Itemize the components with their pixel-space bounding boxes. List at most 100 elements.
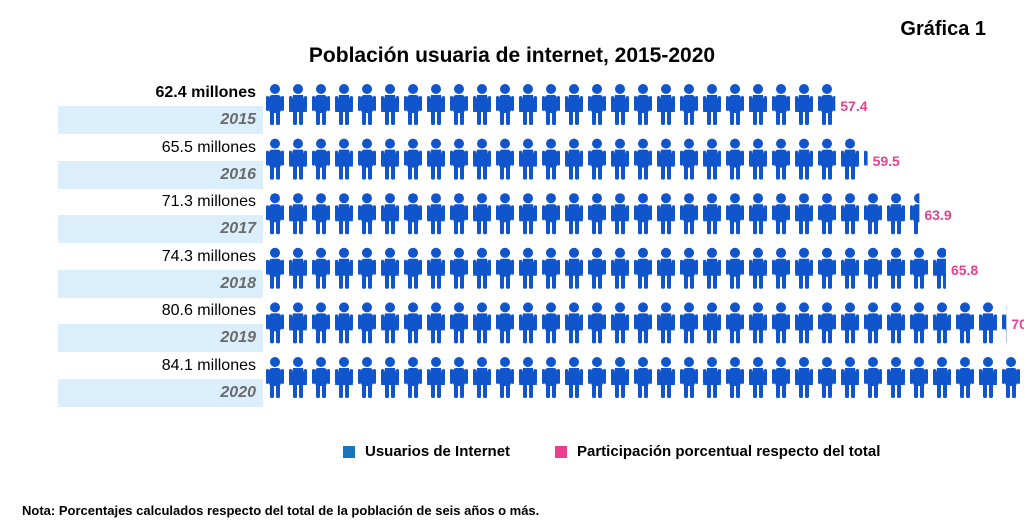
person-icon bbox=[887, 302, 905, 344]
person-icon bbox=[404, 302, 422, 344]
year-band bbox=[58, 269, 263, 298]
person-icon bbox=[680, 247, 698, 289]
year-band bbox=[58, 324, 263, 353]
person-icon bbox=[404, 138, 422, 180]
pct-label: 65.8 bbox=[950, 261, 979, 278]
person-icon bbox=[588, 247, 606, 289]
person-icon bbox=[266, 357, 284, 398]
person-icon bbox=[565, 193, 583, 235]
person-icon bbox=[726, 357, 744, 398]
person-icon bbox=[404, 84, 422, 125]
person-icon bbox=[266, 302, 284, 344]
person-icon bbox=[473, 357, 491, 398]
person-icon bbox=[266, 247, 284, 289]
person-icon bbox=[864, 193, 882, 235]
person-icon bbox=[795, 357, 813, 398]
person-icon bbox=[956, 357, 974, 398]
person-icon bbox=[266, 138, 284, 180]
legend-pct: Participación porcentual respecto del to… bbox=[555, 443, 880, 460]
person-icon bbox=[404, 247, 422, 289]
users-label: 74.3 millones bbox=[161, 247, 256, 265]
legend-users-label: Usuarios de Internet bbox=[365, 443, 511, 460]
person-icon bbox=[358, 247, 376, 289]
person-icon bbox=[910, 302, 928, 344]
person-icon bbox=[289, 357, 307, 398]
person-icon bbox=[864, 302, 882, 344]
person-icon-partial bbox=[910, 193, 920, 235]
person-icon bbox=[749, 302, 767, 344]
person-icon bbox=[519, 84, 537, 125]
person-icon bbox=[335, 302, 353, 344]
person-icon bbox=[634, 302, 652, 344]
pct-label: 63.9 bbox=[924, 207, 952, 224]
person-icon bbox=[335, 138, 353, 180]
person-icon bbox=[841, 357, 859, 398]
person-icon-partial bbox=[933, 247, 946, 289]
person-icon bbox=[749, 138, 767, 180]
person-icon bbox=[358, 302, 376, 344]
person-icon bbox=[726, 302, 744, 344]
person-icon bbox=[289, 193, 307, 235]
person-icon bbox=[979, 302, 997, 344]
person-icon bbox=[519, 302, 537, 344]
person-icon bbox=[588, 357, 606, 398]
person-icon-partial bbox=[818, 84, 836, 125]
person-icon bbox=[634, 138, 652, 180]
person-icon bbox=[680, 302, 698, 344]
person-icon bbox=[565, 247, 583, 289]
person-icon bbox=[772, 357, 790, 398]
year-band bbox=[58, 160, 263, 189]
person-icon bbox=[795, 247, 813, 289]
person-icon bbox=[542, 84, 560, 125]
person-icon bbox=[496, 302, 514, 344]
person-icon bbox=[473, 138, 491, 180]
person-icon bbox=[887, 357, 905, 398]
person-icon bbox=[358, 193, 376, 235]
person-icon bbox=[818, 138, 836, 180]
person-icon bbox=[542, 138, 560, 180]
person-icon bbox=[381, 193, 399, 235]
person-icon bbox=[841, 302, 859, 344]
person-icon bbox=[818, 247, 836, 289]
users-bar bbox=[266, 357, 1020, 398]
person-icon bbox=[841, 193, 859, 235]
person-icon bbox=[473, 84, 491, 125]
person-icon bbox=[703, 357, 721, 398]
person-icon bbox=[335, 247, 353, 289]
person-icon bbox=[450, 357, 468, 398]
users-bar bbox=[266, 302, 1007, 344]
footnote: Nota: Porcentajes calculados respecto de… bbox=[22, 503, 540, 518]
person-icon bbox=[749, 357, 767, 398]
year-label: 2019 bbox=[220, 329, 256, 347]
person-icon bbox=[795, 193, 813, 235]
person-icon bbox=[289, 84, 307, 125]
pct-label: 57.4 bbox=[840, 98, 868, 114]
person-icon bbox=[266, 84, 284, 125]
person-icon bbox=[404, 357, 422, 398]
users-label: 65.5 millones bbox=[161, 138, 256, 156]
person-icon bbox=[634, 193, 652, 235]
person-icon bbox=[381, 84, 399, 125]
person-icon bbox=[657, 193, 675, 235]
person-icon bbox=[335, 357, 353, 398]
person-icon bbox=[404, 193, 422, 235]
legend-pct-label: Participación porcentual respecto del to… bbox=[577, 443, 881, 460]
person-icon bbox=[933, 357, 951, 398]
person-icon bbox=[565, 138, 583, 180]
person-icon bbox=[657, 247, 675, 289]
year-label: 2020 bbox=[220, 384, 256, 401]
person-icon bbox=[542, 193, 560, 235]
person-icon bbox=[634, 247, 652, 289]
person-icon bbox=[496, 247, 514, 289]
year-label: 2018 bbox=[220, 274, 256, 292]
person-icon bbox=[450, 247, 468, 289]
person-icon bbox=[519, 357, 537, 398]
person-icon bbox=[979, 357, 997, 398]
person-icon bbox=[266, 193, 284, 235]
person-icon bbox=[749, 193, 767, 235]
person-icon bbox=[680, 357, 698, 398]
person-icon bbox=[611, 193, 629, 235]
person-icon bbox=[772, 138, 790, 180]
person-icon bbox=[565, 302, 583, 344]
